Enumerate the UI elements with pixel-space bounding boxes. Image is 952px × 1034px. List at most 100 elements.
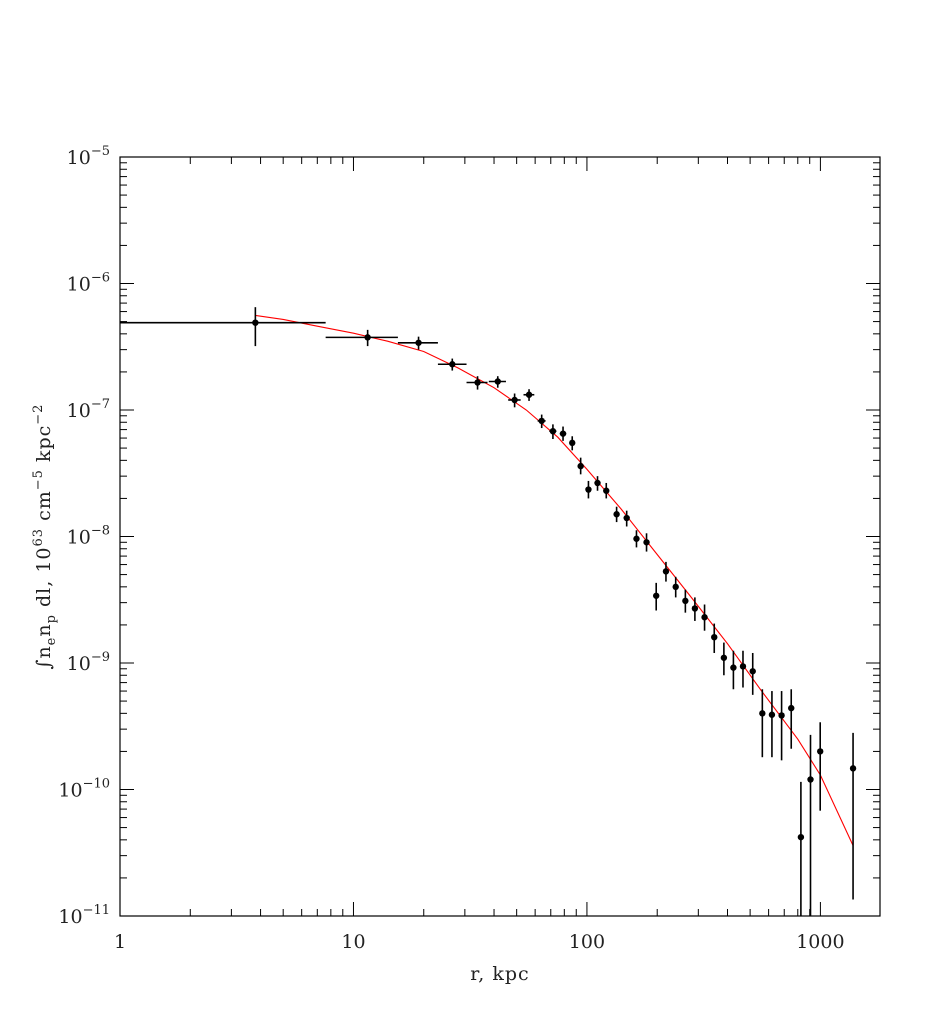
data-marker [569,439,576,447]
y-tick-label: 10−9 [67,650,110,675]
y-tick-label: 10−8 [67,524,110,549]
y-label-sub-p: p [44,614,59,623]
data-point [585,480,592,499]
data-marker [364,334,371,341]
y-tick-exponent: −9 [91,650,110,665]
y-tick-exponent: −10 [83,777,110,792]
data-marker [797,833,805,841]
data-marker [816,748,824,755]
y-tick-base: 10 [67,527,91,549]
data-point [559,426,567,441]
data-point [652,582,660,611]
data-point [788,689,795,749]
data-point [325,329,398,347]
data-point [488,376,506,388]
data-marker [511,396,518,404]
data-marker [594,479,601,487]
y-tick-exponent: −7 [91,397,110,412]
data-point [730,650,737,690]
data-point [569,436,576,451]
data-marker [662,568,670,575]
y-label-rest2: cm [33,490,55,528]
data-marker [849,765,857,772]
data-marker [788,704,795,712]
y-label-exp2: −5 [31,469,46,490]
data-marker [759,710,766,717]
data-marker [807,776,814,783]
model-curve-layer [255,314,854,846]
data-point [120,307,326,347]
data-point [508,393,521,408]
data-point [662,561,670,582]
y-tick-label: 10−7 [67,397,110,422]
data-marker [623,514,630,522]
data-point [739,650,747,688]
data-point [613,506,620,523]
x-tick-label: 1 [114,931,126,953]
plot-frame [119,156,881,917]
data-marker [633,535,640,542]
data-point [437,358,467,371]
data-marker [549,427,557,435]
data-marker [585,486,592,493]
y-label-mid: n [33,623,55,636]
data-point [797,781,805,916]
y-label-sub-e: e [44,637,59,646]
data-point [720,642,728,676]
y-tick-exponent: −6 [91,271,110,286]
data-point [759,689,766,758]
data-marker [730,664,737,671]
data-marker [474,379,481,386]
data-point [577,457,584,475]
data-marker [652,592,660,599]
data-point [603,482,610,499]
data-point [711,623,718,653]
data-point [778,691,785,761]
data-point [701,604,708,631]
data-point [691,597,699,621]
y-label-exp1: 63 [31,528,46,547]
y-tick-base: 10 [67,653,91,675]
data-point [397,336,438,350]
data-marker [691,605,699,612]
data-marker [538,417,545,425]
y-label-rest3: kpc [33,425,55,469]
data-point [849,732,857,900]
y-tick-base: 10 [58,780,82,802]
data-marker [559,430,567,437]
y-tick-exponent: −5 [91,144,110,159]
data-point [633,530,640,548]
data-point [768,691,776,758]
data-marker [701,614,708,621]
y-tick-base: 10 [67,400,91,422]
model-curve [255,314,854,846]
y-tick-exponent: −8 [91,524,110,539]
data-marker [768,711,776,718]
x-tick-label: 100 [569,931,605,953]
data-point [523,389,535,401]
data-marker [720,654,728,661]
data-point [623,510,630,527]
data-point [466,376,488,390]
y-tick-base: 10 [58,906,82,928]
data-marker [577,462,584,470]
x-axis-label: r, kpc [470,963,529,985]
data-marker [778,712,785,719]
y-tick-label: 10−5 [67,144,110,169]
x-tick-label: 1000 [796,931,844,953]
axis-ticks [119,156,880,917]
y-tick-label: 10−11 [58,903,110,928]
data-point [672,576,679,598]
data-marker [711,633,718,641]
y-label-rest1: dl, 10 [33,546,55,614]
data-point [537,414,546,429]
y-tick-exponent: −11 [83,903,110,918]
data-marker [525,391,533,398]
y-tick-label: 10−10 [58,777,110,802]
data-point [682,589,689,613]
data-marker [494,378,501,385]
data-marker [672,583,679,591]
y-tick-base: 10 [67,147,91,169]
data-point [807,734,814,916]
